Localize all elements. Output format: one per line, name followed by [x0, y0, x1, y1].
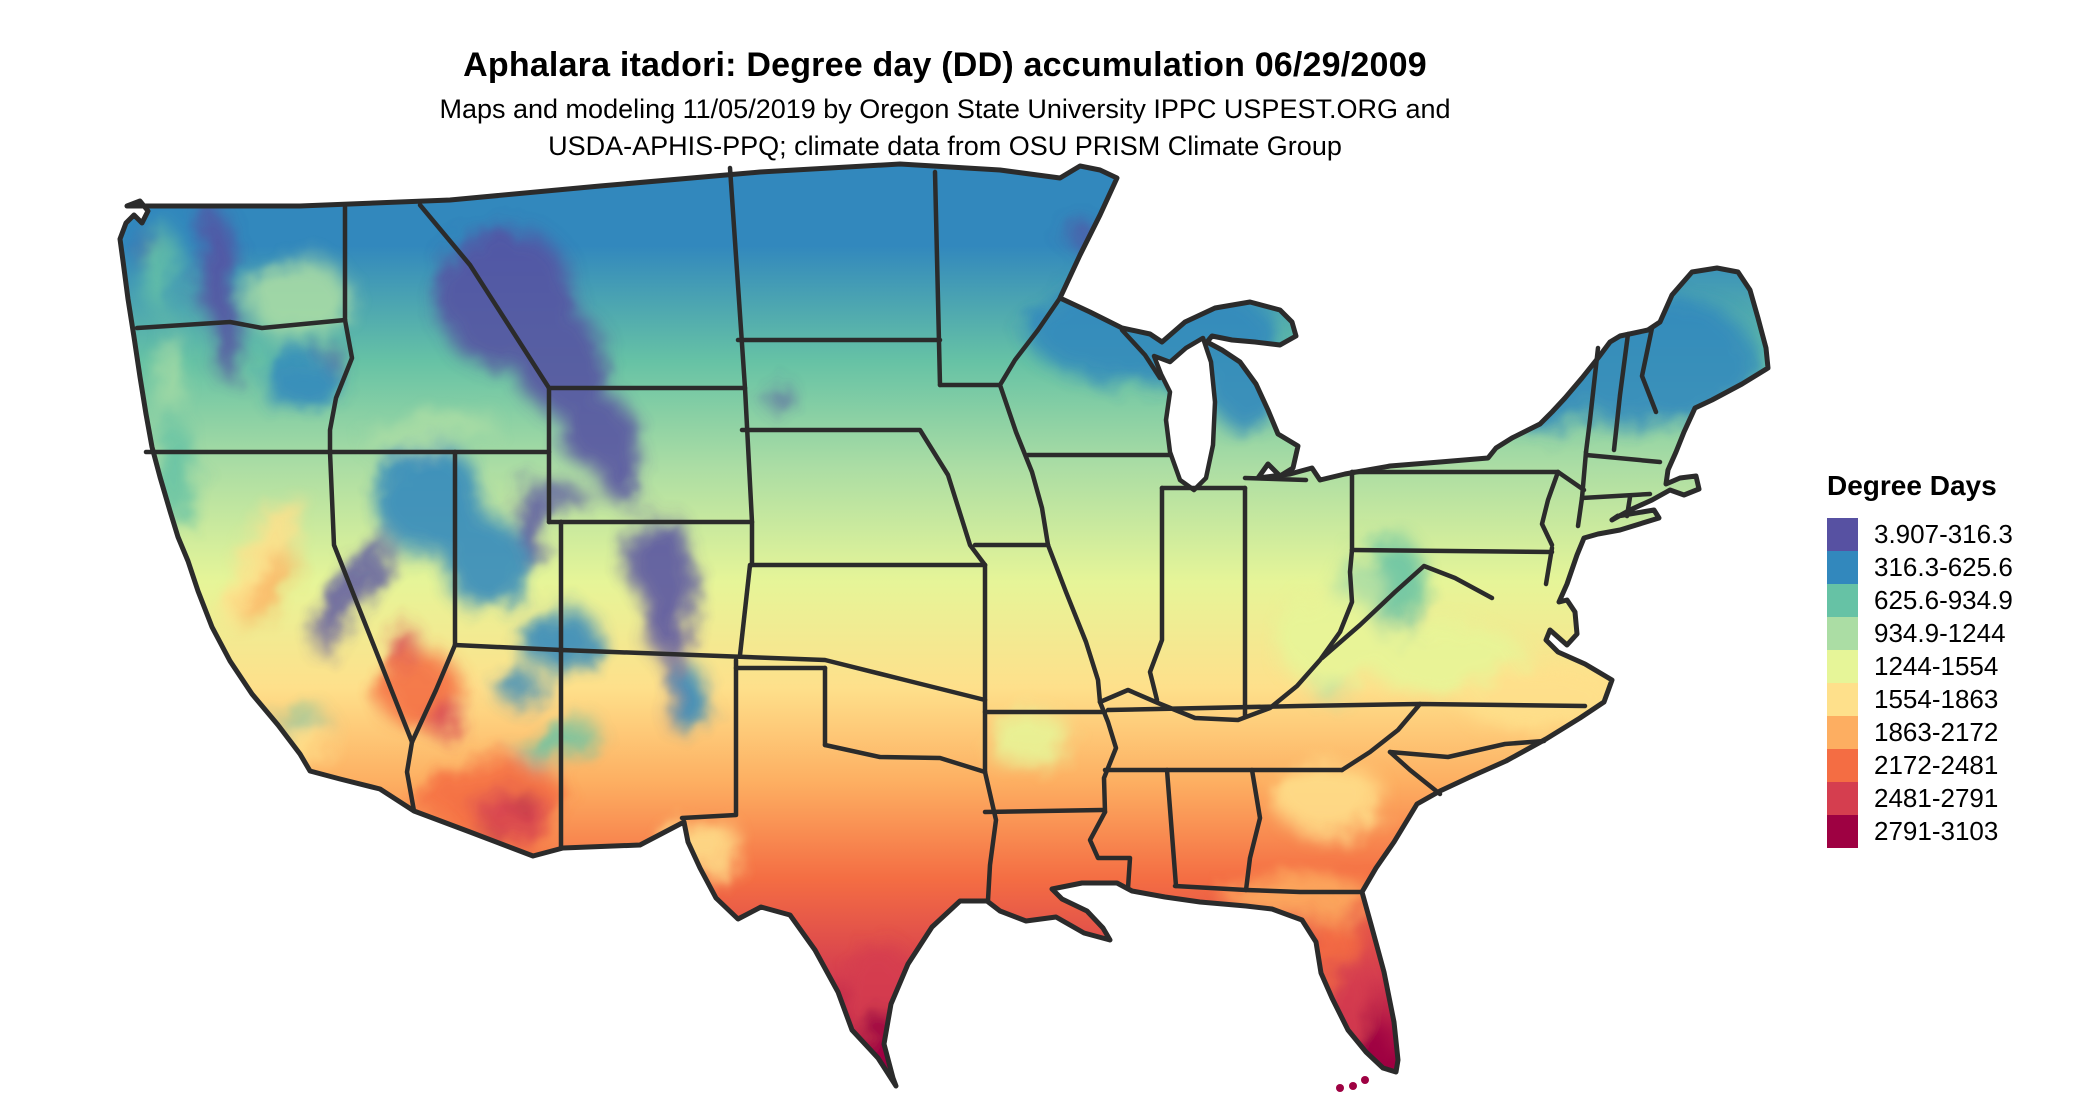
- legend-label: 2172-2481: [1874, 750, 1999, 780]
- lake-michigan: [1151, 335, 1218, 493]
- legend-title: Degree Days: [1827, 470, 1997, 501]
- map-title: Aphalara itadori: Degree day (DD) accumu…: [463, 46, 1427, 84]
- legend-swatch: [1827, 683, 1858, 716]
- legend-swatch: [1827, 617, 1858, 650]
- florida-keys: [1336, 1076, 1369, 1092]
- legend-label: 1244-1554: [1874, 651, 1999, 681]
- legend-swatch: [1827, 650, 1858, 683]
- legend-row: 2172-2481: [1827, 749, 2087, 782]
- legend-row: 3.907-316.3: [1827, 518, 2087, 551]
- legend-swatch: [1827, 716, 1858, 749]
- legend-row: 1863-2172: [1827, 716, 2087, 749]
- map-subtitle: Maps and modeling 11/05/2019 by Oregon S…: [75, 91, 1815, 165]
- legend-rows: 3.907-316.3 316.3-625.6 625.6-934.9 934.9-1…: [1827, 518, 2087, 848]
- legend-swatch: [1827, 551, 1858, 584]
- map-subtitle-line2: USDA-APHIS-PPQ; climate data from OSU PR…: [548, 131, 1342, 161]
- legend-label: 316.3-625.6: [1874, 552, 2013, 582]
- legend-row: 2791-3103: [1827, 815, 2087, 848]
- legend-row: 1554-1863: [1827, 683, 2087, 716]
- legend-row: 1244-1554: [1827, 650, 2087, 683]
- figure-header: Aphalara itadori: Degree day (DD) accumu…: [75, 0, 1815, 165]
- legend-label: 625.6-934.9: [1874, 585, 2013, 615]
- raster-layer: [120, 164, 1768, 1086]
- legend-swatch: [1827, 815, 1858, 848]
- legend-row: 2481-2791: [1827, 782, 2087, 815]
- legend-swatch: [1827, 518, 1858, 551]
- state-borders: [134, 165, 1663, 903]
- legend-label: 1863-2172: [1874, 717, 1999, 747]
- legend-label: 2791-3103: [1874, 816, 1999, 846]
- map-subtitle-line1: Maps and modeling 11/05/2019 by Oregon S…: [439, 94, 1451, 124]
- degree-days-legend: Degree Days 3.907-316.3 316.3-625.6 625.6-…: [1827, 470, 2087, 848]
- legend-swatch: [1827, 584, 1858, 617]
- legend-label: 934.9-1244: [1874, 618, 2006, 648]
- conus-outline: [117, 161, 1771, 1089]
- legend-swatch: [1827, 782, 1858, 815]
- legend-swatch: [1827, 749, 1858, 782]
- legend-label: 1554-1863: [1874, 684, 1999, 714]
- legend-row: 934.9-1244: [1827, 617, 2087, 650]
- legend-row: 625.6-934.9: [1827, 584, 2087, 617]
- legend-label: 3.907-316.3: [1874, 519, 2013, 549]
- legend-label: 2481-2791: [1874, 783, 1999, 813]
- legend-row: 316.3-625.6: [1827, 551, 2087, 584]
